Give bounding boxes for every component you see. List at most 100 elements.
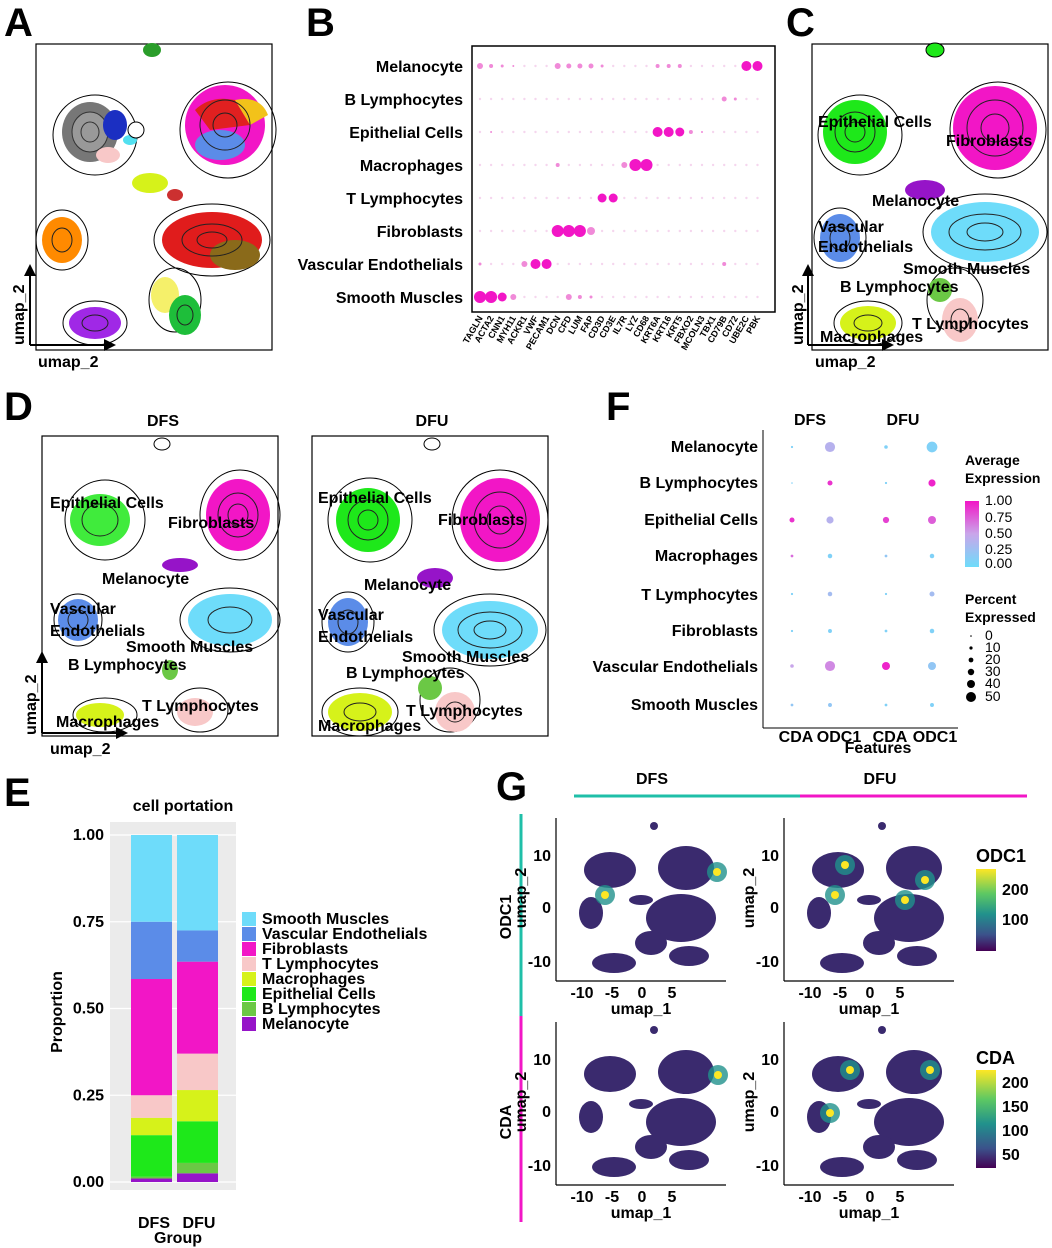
e-legend-label: Epithelial Cells xyxy=(262,986,376,1003)
d-label: Epithelial Cells xyxy=(50,495,164,512)
umap-clusters-d-dfs xyxy=(53,437,281,733)
panel-b-frame xyxy=(471,45,776,313)
panel-a: A xyxy=(4,1,277,371)
e-bar-segment xyxy=(131,1178,172,1182)
f-expr-tick: 0.50 xyxy=(985,525,1012,541)
e-bar-segment xyxy=(177,1162,218,1174)
b-dot xyxy=(711,295,715,299)
b-dot xyxy=(675,127,685,137)
panel-letter-c: C xyxy=(786,1,815,45)
g-cluster xyxy=(592,953,636,973)
b-dot xyxy=(678,262,681,266)
b-dot xyxy=(745,229,748,233)
c-label: Melanocyte xyxy=(872,193,959,210)
g-xtick: 5 xyxy=(896,985,905,1002)
f-dot xyxy=(791,482,793,484)
f-dot xyxy=(929,591,935,597)
b-dot xyxy=(545,295,548,299)
b-dot xyxy=(667,196,670,200)
b-dot xyxy=(573,225,586,237)
b-dot xyxy=(510,294,517,300)
e-xtick: DFS xyxy=(138,1215,170,1232)
b-row-label: Melanocyte xyxy=(376,59,463,76)
e-ytick: 0.00 xyxy=(73,1174,104,1191)
g-xtick: 5 xyxy=(668,985,677,1002)
f-dot xyxy=(826,516,834,524)
g-legend-odc1: ODC1 200 100 xyxy=(976,846,1029,951)
f-legend-pct-title: Expressed xyxy=(965,609,1036,625)
g-cluster xyxy=(635,1135,667,1159)
f-row-label: Vascular Endothelials xyxy=(593,659,759,676)
b-dot xyxy=(523,295,526,299)
g-cluster xyxy=(807,897,831,929)
b-dot xyxy=(711,130,715,134)
b-dot xyxy=(721,96,727,102)
b-dot xyxy=(545,64,548,68)
b-row-label: T Lymphocytes xyxy=(346,191,463,208)
b-dot xyxy=(556,262,559,266)
e-bar-segment xyxy=(131,1176,172,1179)
g-ytick: 0 xyxy=(770,900,779,917)
e-ytick: 0.25 xyxy=(73,1087,104,1104)
b-dot xyxy=(667,97,670,101)
b-dot xyxy=(688,130,693,134)
f-dot xyxy=(929,628,935,634)
b-dot xyxy=(545,97,548,101)
umap-labels-d-dfs: Epithelial Cells Fibroblasts Melanocyte … xyxy=(50,495,259,731)
g-cluster xyxy=(669,1150,709,1170)
f-expr-tick: 0.25 xyxy=(985,541,1012,557)
b-dot xyxy=(689,262,693,266)
g-cda-tick: 50 xyxy=(1002,1147,1020,1164)
e-legend-label: Fibroblasts xyxy=(262,941,348,958)
b-dot xyxy=(512,229,515,233)
b-dot xyxy=(577,63,583,69)
e-xlabel: Group xyxy=(154,1230,202,1247)
b-dot xyxy=(600,130,604,134)
d-label: Macrophages xyxy=(318,718,421,735)
d-label: B Lymphocytes xyxy=(346,665,465,682)
c-label: T Lymphocytes xyxy=(912,316,1029,333)
b-dot xyxy=(501,130,504,134)
f-group-dfu: DFU xyxy=(887,412,920,429)
f-dot xyxy=(827,591,833,597)
b-dot xyxy=(541,259,552,269)
b-dot xyxy=(723,229,726,233)
umap-labels-c: Epithelial Cells Fibroblasts Melanocyte … xyxy=(818,114,1032,346)
e-bar-segment xyxy=(177,1173,218,1182)
b-dot xyxy=(478,262,482,266)
f-group-dfs: DFS xyxy=(794,412,826,429)
b-dot xyxy=(656,196,659,200)
b-dot xyxy=(562,225,575,237)
f-row-label: Fibroblasts xyxy=(672,623,758,640)
panel-d: D DFS DFU Epithelial xyxy=(4,385,549,758)
b-dot xyxy=(700,229,704,233)
b-dot xyxy=(567,97,570,101)
b-dot xyxy=(567,163,570,167)
b-dot xyxy=(756,262,759,266)
b-dot xyxy=(534,97,537,101)
g-row-odc1: ODC1 xyxy=(498,895,515,940)
e-bar-segment xyxy=(131,835,172,922)
d-label: Epithelial Cells xyxy=(318,490,432,507)
c-label: Endothelials xyxy=(818,239,913,256)
g-ytick: 10 xyxy=(533,848,551,865)
b-dot xyxy=(734,229,737,233)
d-label: T Lymphocytes xyxy=(142,698,259,715)
g-cluster xyxy=(820,1157,864,1177)
g-cluster xyxy=(592,1157,636,1177)
f-dot xyxy=(882,516,890,524)
c-label: Smooth Muscles xyxy=(903,261,1030,278)
b-dot xyxy=(612,262,615,266)
b-dot xyxy=(545,229,548,233)
b-dot xyxy=(734,163,737,167)
umap-clusters-c xyxy=(813,42,1048,346)
g-cluster xyxy=(658,846,714,890)
b-dot xyxy=(656,295,659,299)
b-dot xyxy=(723,295,726,299)
b-dot xyxy=(722,262,727,266)
g-hotspot-core xyxy=(846,1066,854,1074)
g-xtick: -5 xyxy=(833,985,847,1002)
e-title: cell portation xyxy=(133,798,233,815)
g-ylabel: umap_2 xyxy=(741,1072,758,1133)
b-dot xyxy=(477,63,483,69)
